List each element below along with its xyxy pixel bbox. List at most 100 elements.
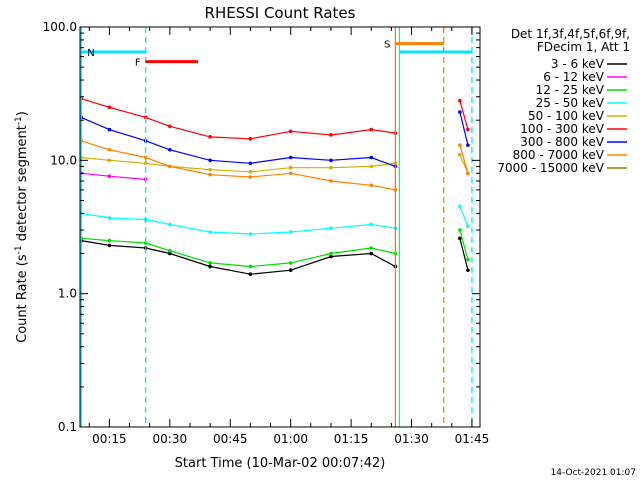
series-line bbox=[80, 116, 396, 167]
data-point bbox=[329, 158, 333, 163]
x-tick-label: 01:15 bbox=[334, 432, 369, 446]
y-tick-label: 10.0 bbox=[50, 153, 77, 167]
data-point bbox=[369, 251, 374, 256]
data-point bbox=[369, 246, 374, 250]
data-point bbox=[458, 204, 462, 209]
data-point bbox=[208, 264, 212, 269]
data-point bbox=[208, 230, 212, 234]
data-point bbox=[248, 170, 253, 174]
data-point bbox=[369, 127, 374, 132]
data-point bbox=[208, 167, 212, 172]
data-point bbox=[458, 98, 462, 103]
series-line bbox=[459, 229, 469, 260]
annotation-layer: N F S bbox=[80, 27, 473, 427]
series-800-7000-kev bbox=[79, 139, 470, 192]
legend-entry-label: 800 - 7000 keV bbox=[513, 148, 605, 162]
data-point bbox=[107, 127, 112, 132]
series-25-50-kev bbox=[79, 204, 470, 236]
axis-layer: 0.1 1.0 10.0 100.0 00:15 00:30 00:45 01:00 01:15… bbox=[43, 20, 490, 446]
y-tick-label: 1.0 bbox=[58, 287, 77, 301]
data-point bbox=[208, 261, 212, 265]
legend-entry-label: 300 - 800 keV bbox=[520, 135, 604, 149]
series-line bbox=[81, 140, 396, 191]
series-line bbox=[459, 111, 469, 146]
data-point bbox=[107, 147, 112, 152]
data-point bbox=[458, 153, 462, 157]
data-point bbox=[208, 158, 212, 163]
attenuator-bar-label: N bbox=[87, 48, 94, 59]
chart-title: RHESSI Count Rates bbox=[205, 4, 356, 22]
series-12-25-kev bbox=[79, 228, 470, 269]
data-point bbox=[369, 183, 374, 188]
x-tick-label: 01:00 bbox=[273, 432, 308, 446]
x-tick-label: 00:45 bbox=[213, 432, 248, 446]
series-line bbox=[81, 156, 396, 173]
data-point bbox=[458, 110, 462, 114]
series-line bbox=[81, 240, 396, 275]
data-point bbox=[466, 224, 470, 229]
x-tick-label: 01:30 bbox=[394, 432, 429, 446]
series-line bbox=[459, 144, 469, 174]
series-3-6-kev bbox=[79, 236, 470, 276]
data-point bbox=[168, 248, 172, 253]
data-point bbox=[288, 230, 293, 234]
data-point bbox=[458, 228, 462, 232]
series-line bbox=[459, 100, 469, 130]
legend-entry-label: 3 - 6 keV bbox=[551, 57, 605, 71]
data-point bbox=[466, 257, 470, 262]
x-tick-label: 01:45 bbox=[455, 432, 490, 446]
data-point bbox=[208, 172, 212, 177]
legend-entry-label: 50 - 100 keV bbox=[528, 109, 605, 123]
attenuator-bar-label: S bbox=[384, 40, 390, 51]
series-line bbox=[81, 172, 146, 180]
data-point bbox=[329, 179, 333, 183]
data-point bbox=[208, 135, 212, 139]
legend-entry-label: 6 - 12 keV bbox=[543, 70, 605, 84]
data-point bbox=[248, 175, 253, 179]
data-point bbox=[143, 161, 148, 166]
footer-date: 14-Oct-2021 01:07 bbox=[551, 468, 636, 478]
data-point bbox=[288, 268, 293, 272]
data-point bbox=[329, 165, 333, 170]
legend-entry-label: 100 - 300 keV bbox=[520, 122, 604, 136]
data-point bbox=[466, 143, 470, 147]
data-point bbox=[458, 236, 462, 241]
data-point bbox=[107, 238, 112, 243]
data-point bbox=[288, 171, 293, 176]
data-point bbox=[329, 251, 333, 256]
data-point bbox=[329, 226, 333, 230]
data-point bbox=[288, 155, 293, 160]
series-line bbox=[459, 238, 469, 271]
data-point bbox=[107, 243, 112, 248]
data-point bbox=[107, 174, 112, 179]
series-300-800-kev bbox=[79, 110, 470, 169]
y-tick-label: 0.1 bbox=[58, 420, 77, 434]
y-tick-label: 100.0 bbox=[43, 20, 77, 34]
x-tick-label: 00:30 bbox=[153, 432, 188, 446]
series-line bbox=[81, 237, 396, 268]
data-point bbox=[248, 137, 253, 141]
x-axis-label: Start Time (10-Mar-02 00:07:42) bbox=[175, 456, 386, 471]
series-line bbox=[81, 98, 396, 140]
data-point bbox=[288, 165, 293, 170]
data-point bbox=[168, 147, 172, 152]
data-point bbox=[466, 127, 470, 132]
data-point bbox=[329, 254, 333, 259]
y-axis-label: Count Rate (s-1 detector segment-1) bbox=[14, 111, 30, 343]
data-point bbox=[107, 105, 112, 110]
legend-header-line-2: FDecim 1, Att 1 bbox=[537, 40, 630, 54]
x-tick-label: 00:15 bbox=[92, 432, 127, 446]
attenuator-bar-label: F bbox=[135, 58, 141, 69]
data-point bbox=[168, 124, 172, 129]
legend-entry-label: 7000 - 15000 keV bbox=[497, 161, 604, 175]
data-point bbox=[168, 164, 172, 169]
data-point bbox=[168, 222, 172, 227]
legend: Det 1f,3f,4f,5f,6f,9f, FDecim 1, Att 1 3… bbox=[497, 27, 630, 175]
series-line bbox=[81, 212, 396, 235]
series-6-12-kev bbox=[79, 171, 148, 182]
data-point bbox=[288, 261, 293, 265]
series-line bbox=[459, 206, 469, 227]
data-point bbox=[458, 143, 462, 147]
